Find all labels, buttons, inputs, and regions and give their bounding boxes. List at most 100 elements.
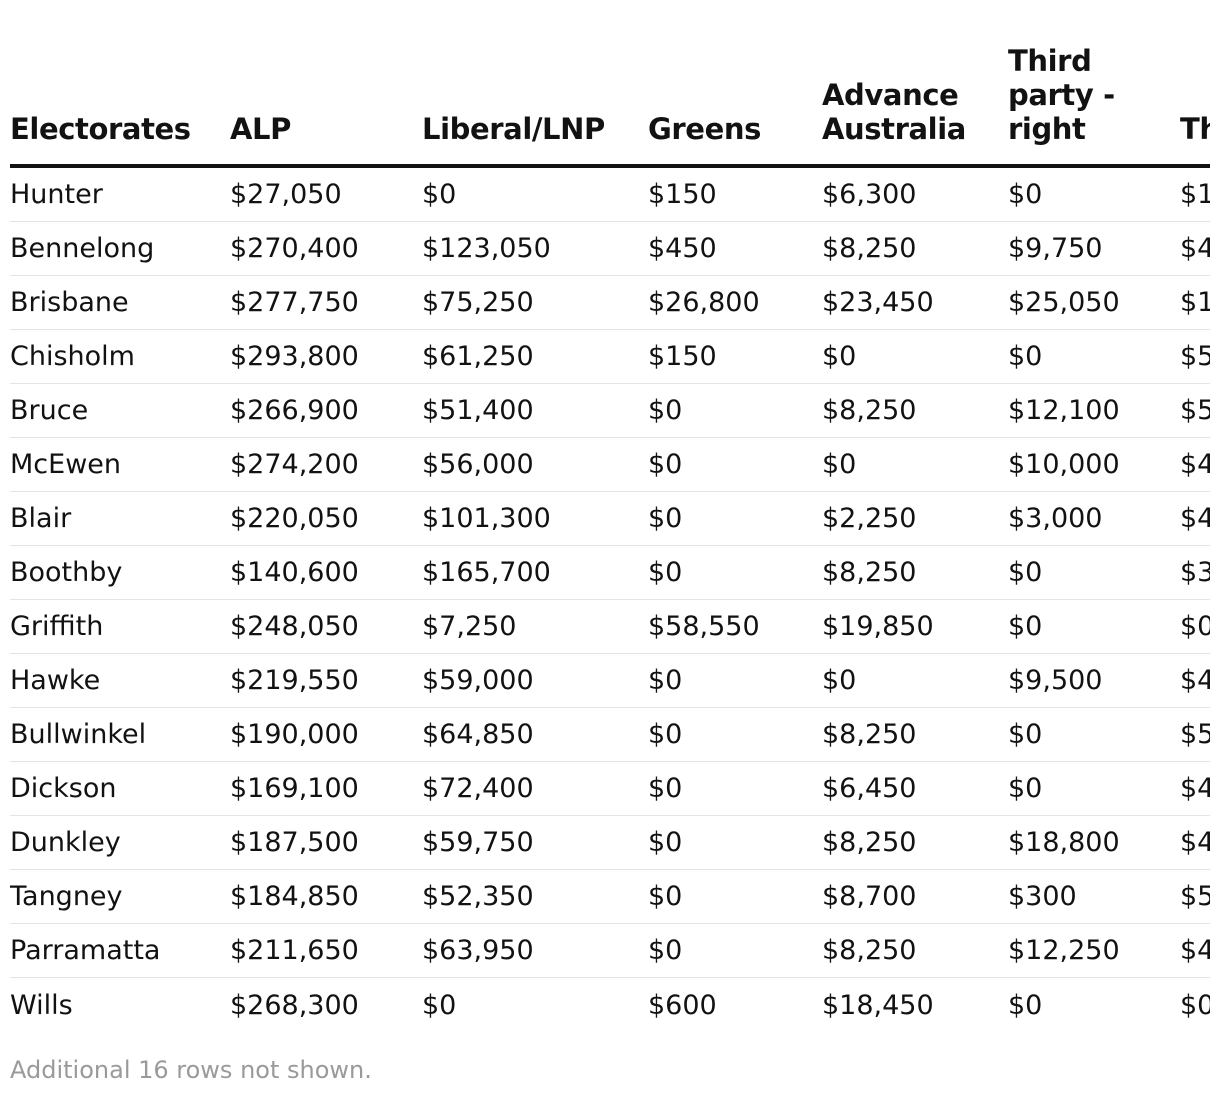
value-cell: $0	[648, 869, 822, 924]
value-cell: $0	[648, 383, 822, 438]
value-cell: $3	[1180, 545, 1210, 600]
value-cell: $8,700	[822, 869, 1008, 924]
value-cell: $1:	[1180, 275, 1210, 330]
electorate-cell: Tangney	[10, 869, 230, 924]
value-cell: $25,050	[1008, 275, 1180, 330]
value-cell: $0	[822, 653, 1008, 708]
value-cell: $0	[648, 545, 822, 600]
value-cell: $0	[1008, 599, 1180, 654]
electorate-cell: Blair	[10, 491, 230, 546]
value-cell: $219,550	[230, 653, 422, 708]
value-cell: $140,600	[230, 545, 422, 600]
table-row: Hawke$219,550$59,000$0$0$9,500$4	[10, 653, 1210, 708]
table-row: Boothby$140,600$165,700$0$8,250$0$3	[10, 545, 1210, 600]
electorate-cell: Bruce	[10, 383, 230, 438]
value-cell: $19,850	[822, 599, 1008, 654]
table-row: Dunkley$187,500$59,750$0$8,250$18,800$4	[10, 815, 1210, 870]
value-cell: $0	[648, 707, 822, 762]
value-cell: $51,400	[422, 383, 648, 438]
table-row: Hunter$27,050$0$150$6,300$0$1,	[10, 166, 1210, 222]
value-cell: $2,250	[822, 491, 1008, 546]
table-row: Bruce$266,900$51,400$0$8,250$12,100$5	[10, 383, 1210, 438]
value-cell: $52,350	[422, 869, 648, 924]
value-cell: $0	[1180, 599, 1210, 654]
value-cell: $18,800	[1008, 815, 1180, 870]
value-cell: $184,850	[230, 869, 422, 924]
value-cell: $5	[1180, 383, 1210, 438]
value-cell: $64,850	[422, 707, 648, 762]
value-cell: $150	[648, 166, 822, 222]
value-cell: $9,500	[1008, 653, 1180, 708]
value-cell: $0	[648, 491, 822, 546]
value-cell: $8,250	[822, 815, 1008, 870]
value-cell: $0	[1008, 761, 1180, 816]
value-cell: $123,050	[422, 221, 648, 276]
electorate-cell: Hunter	[10, 166, 230, 222]
value-cell: $75,250	[422, 275, 648, 330]
value-cell: $300	[1008, 869, 1180, 924]
value-cell: $9,750	[1008, 221, 1180, 276]
value-cell: $150	[648, 329, 822, 384]
electorate-cell: Bullwinkel	[10, 707, 230, 762]
value-cell: $58,550	[648, 599, 822, 654]
value-cell: $0	[648, 437, 822, 492]
table-row: Blair$220,050$101,300$0$2,250$3,000$4	[10, 491, 1210, 546]
value-cell: $0	[1008, 329, 1180, 384]
value-cell: $4	[1180, 221, 1210, 276]
value-cell: $61,250	[422, 329, 648, 384]
value-cell: $266,900	[230, 383, 422, 438]
value-cell: $10,000	[1008, 437, 1180, 492]
table-body: Hunter$27,050$0$150$6,300$0$1,Bennelong$…	[10, 166, 1210, 1034]
value-cell: $450	[648, 221, 822, 276]
value-cell: $8,250	[822, 707, 1008, 762]
value-cell: $4	[1180, 437, 1210, 492]
value-cell: $4	[1180, 491, 1210, 546]
value-cell: $270,400	[230, 221, 422, 276]
value-cell: $59,000	[422, 653, 648, 708]
value-cell: $12,100	[1008, 383, 1180, 438]
value-cell: $0	[822, 329, 1008, 384]
value-cell: $0	[1008, 545, 1180, 600]
value-cell: $293,800	[230, 329, 422, 384]
table-row: Bullwinkel$190,000$64,850$0$8,250$0$5	[10, 707, 1210, 762]
value-cell: $4	[1180, 653, 1210, 708]
value-cell: $190,000	[230, 707, 422, 762]
electorate-cell: Dunkley	[10, 815, 230, 870]
value-cell: $18,450	[822, 990, 934, 1021]
value-cell: $169,100	[230, 761, 422, 816]
value-cell: $0	[1008, 707, 1180, 762]
value-cell: $8,250	[822, 923, 1008, 978]
column-header-2: Liberal/LNP	[422, 44, 648, 168]
electorate-spending-table: Electorates ALP Liberal/LNP Greens Advance A…	[10, 44, 1210, 1034]
value-cell: $6,300	[822, 166, 1008, 222]
value-cell: $4	[1180, 761, 1210, 816]
column-header-0: Electorates	[10, 44, 230, 168]
value-cell: $12,250	[1008, 923, 1180, 978]
electorate-cell: Wills	[10, 990, 73, 1021]
value-cell: $0	[648, 653, 822, 708]
value-cell: $248,050	[230, 599, 422, 654]
column-header-1: ALP	[230, 44, 422, 168]
electorate-cell: Hawke	[10, 653, 230, 708]
column-header-4: Advance Australia	[822, 44, 1008, 168]
value-cell: $5	[1180, 869, 1210, 924]
table-row: Bennelong $270,400 $123,050 $450 $8,250 $9,75…	[10, 221, 1210, 276]
table-row: Dickson$169,100$72,400$0$6,450$0$4	[10, 761, 1210, 816]
value-cell: $0	[1180, 990, 1210, 1021]
value-cell: $0	[1008, 990, 1043, 1021]
electorate-cell: McEwen	[10, 437, 230, 492]
value-cell: $26,800	[648, 275, 822, 330]
value-cell: $3,000	[1008, 491, 1180, 546]
table-header-row: Electorates ALP Liberal/LNP Greens Advance A…	[10, 44, 1210, 168]
value-cell: $56,000	[422, 437, 648, 492]
value-cell: $277,750	[230, 275, 422, 330]
value-cell: $8,250	[822, 545, 1008, 600]
value-cell: $8,250	[822, 221, 1008, 276]
value-cell: $165,700	[422, 545, 648, 600]
electorate-cell: Brisbane	[10, 275, 230, 330]
column-header-5: Third party - right	[1008, 44, 1180, 168]
value-cell: $274,200	[230, 437, 422, 492]
value-cell: $0	[822, 437, 1008, 492]
value-cell: $268,300	[230, 990, 359, 1021]
electorate-cell: Bennelong	[10, 221, 230, 276]
